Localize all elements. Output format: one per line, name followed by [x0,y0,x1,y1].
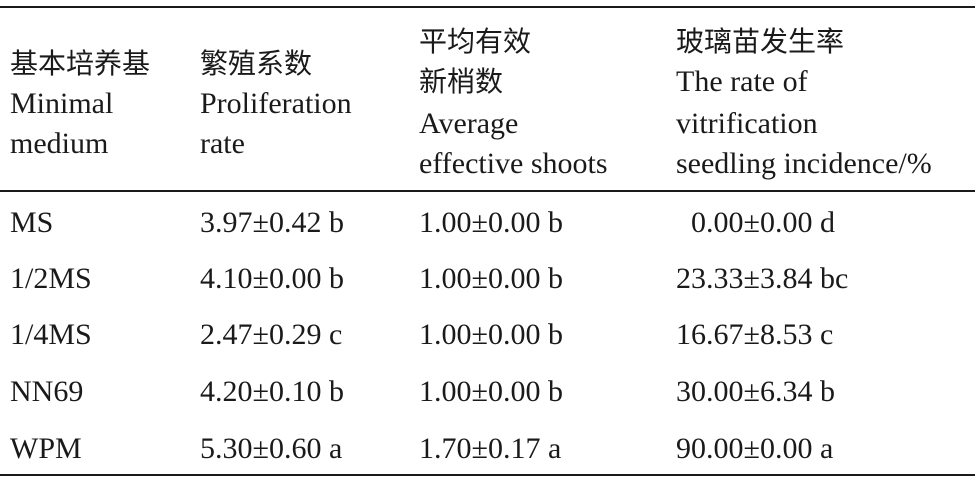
row-2-vitrification: 23.33±3.84 bc [676,262,849,295]
row-3-shoots: 1.00±0.00 b [419,318,563,351]
row-1-medium: MS [10,206,54,239]
row-5-medium: WPM [10,432,82,465]
header-shoots-zh-2: 新梢数 [419,65,504,98]
header-shoots-en-1: Average [419,107,519,140]
row-4-medium: NN69 [10,375,84,408]
table-top-rule [0,6,975,8]
header-minimal-medium-en-2: medium [10,127,109,160]
row-5-shoots: 1.70±0.17 a [419,432,562,465]
header-minimal-medium-zh: 基本培养基 [10,47,151,80]
table-header-rule [0,190,975,192]
header-proliferation-en-2: rate [200,127,245,160]
row-3-proliferation: 2.47±0.29 c [200,318,343,351]
row-1-proliferation: 3.97±0.42 b [200,206,344,239]
row-1-vitrification: 0.00±0.00 d [691,206,835,239]
table-bottom-rule [0,474,975,476]
row-5-proliferation: 5.30±0.60 a [200,432,343,465]
header-vitrification-en-1: The rate of [676,65,808,98]
header-vitrification-en-3: seedling incidence/% [676,147,932,180]
header-shoots-en-2: effective shoots [419,147,608,180]
row-2-shoots: 1.00±0.00 b [419,262,563,295]
row-3-vitrification: 16.67±8.53 c [676,318,834,351]
header-vitrification-en-2: vitrification [676,107,818,140]
row-2-medium: 1/2MS [10,262,92,295]
row-2-proliferation: 4.10±0.00 b [200,262,344,295]
row-1-shoots: 1.00±0.00 b [419,206,563,239]
row-4-proliferation: 4.20±0.10 b [200,375,344,408]
row-3-medium: 1/4MS [10,318,92,351]
header-vitrification-zh: 玻璃苗发生率 [676,25,845,58]
header-proliferation-zh: 繁殖系数 [200,47,313,80]
row-4-shoots: 1.00±0.00 b [419,375,563,408]
header-minimal-medium-en-1: Minimal [10,87,114,120]
header-proliferation-en-1: Proliferation [200,87,352,120]
row-5-vitrification: 90.00±0.00 a [676,432,834,465]
header-shoots-zh-1: 平均有效 [419,25,532,58]
row-4-vitrification: 30.00±6.34 b [676,375,835,408]
